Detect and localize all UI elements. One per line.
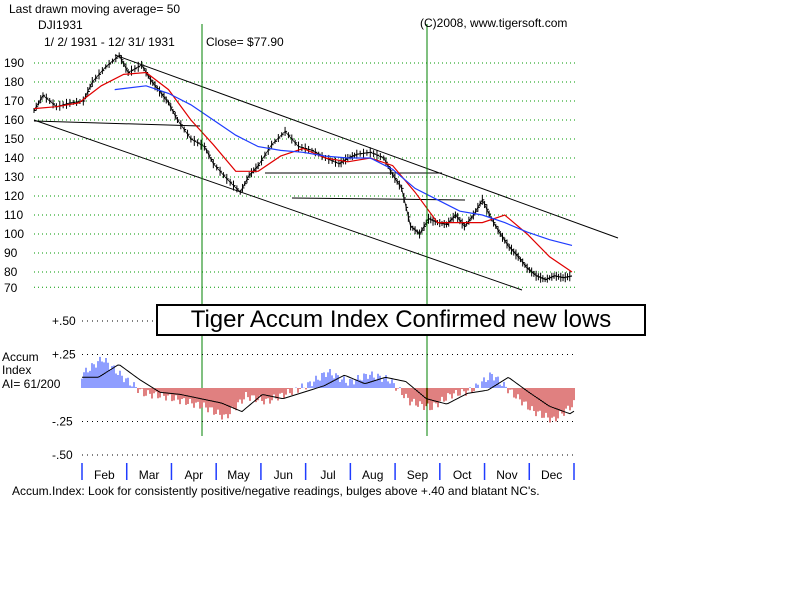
ma-50-line (114, 85, 573, 246)
month-label: Jun (274, 468, 293, 482)
support-line-1 (33, 120, 201, 127)
price-tick-label: 150 (4, 132, 24, 146)
price-tick-label: 110 (4, 208, 23, 222)
price-series-group (33, 52, 573, 283)
price-tick-label: 80 (4, 265, 18, 279)
accum-label-1: Accum (2, 350, 39, 364)
copyright: (C)2008, www.tigersoft.com (420, 16, 568, 30)
accum-tick-label: +.25 (52, 348, 76, 362)
accum-ma-line (82, 364, 575, 415)
accum-tick-label: -.50 (52, 448, 73, 462)
price-tick-label: 100 (4, 227, 24, 241)
close-value: Close= $77.90 (206, 35, 284, 49)
price-tick-label: 130 (4, 170, 24, 184)
month-label: Jul (320, 468, 335, 482)
price-tick-label: 170 (4, 94, 24, 108)
accum-label-3: AI= 61/200 (2, 377, 61, 391)
month-label: Nov (496, 468, 517, 482)
month-label: Mar (139, 468, 160, 482)
footer-note: Accum.Index: Look for consistently posit… (12, 484, 540, 498)
ma-label: Last drawn moving average= 50 (9, 2, 181, 16)
price-tick-label: 140 (4, 151, 24, 165)
signal-banner: Tiger Accum Index Confirmed new lows (156, 304, 646, 336)
price-y-axis: 80 90 100 110 120 130 140 150 160 170 180 190 70 (4, 56, 24, 295)
price-tick-label: 120 (4, 189, 24, 203)
month-label: Apr (184, 468, 203, 482)
month-label: Feb (94, 468, 115, 482)
accum-tick-label: +.50 (52, 314, 76, 328)
month-label: Sep (407, 468, 429, 482)
accum-index-plot: +.50 +.25 -.25 -.50 (52, 314, 575, 462)
month-axis: Feb Mar Apr May Jun Jul Aug Sep Oct Nov Dec (81, 463, 575, 482)
date-range: 1/ 2/ 1931 - 12/ 31/ 1931 (44, 35, 175, 49)
accum-tick-label: -.25 (52, 415, 73, 429)
ma-short-line (33, 71, 573, 273)
price-tick-label: 180 (4, 75, 24, 89)
month-label: Dec (541, 468, 562, 482)
month-label: Aug (362, 468, 383, 482)
month-label: Oct (453, 468, 472, 482)
signal-lines (201, 24, 428, 436)
month-label: May (227, 468, 250, 482)
price-tick-label: 160 (4, 113, 24, 127)
price-plot (33, 52, 573, 283)
price-tick-label-cut: 70 (4, 281, 18, 295)
price-gridlines (34, 62, 575, 288)
channel-lower (33, 119, 523, 291)
price-tick-label: 190 (4, 56, 24, 70)
price-tick-label: 90 (4, 246, 18, 260)
support-line-3 (291, 197, 466, 201)
price-series-dji (33, 54, 573, 281)
ticker-label: DJI1931 (38, 18, 83, 32)
channel-upper (114, 54, 619, 239)
accum-label-2: Index (2, 363, 32, 377)
trendlines (33, 54, 619, 291)
